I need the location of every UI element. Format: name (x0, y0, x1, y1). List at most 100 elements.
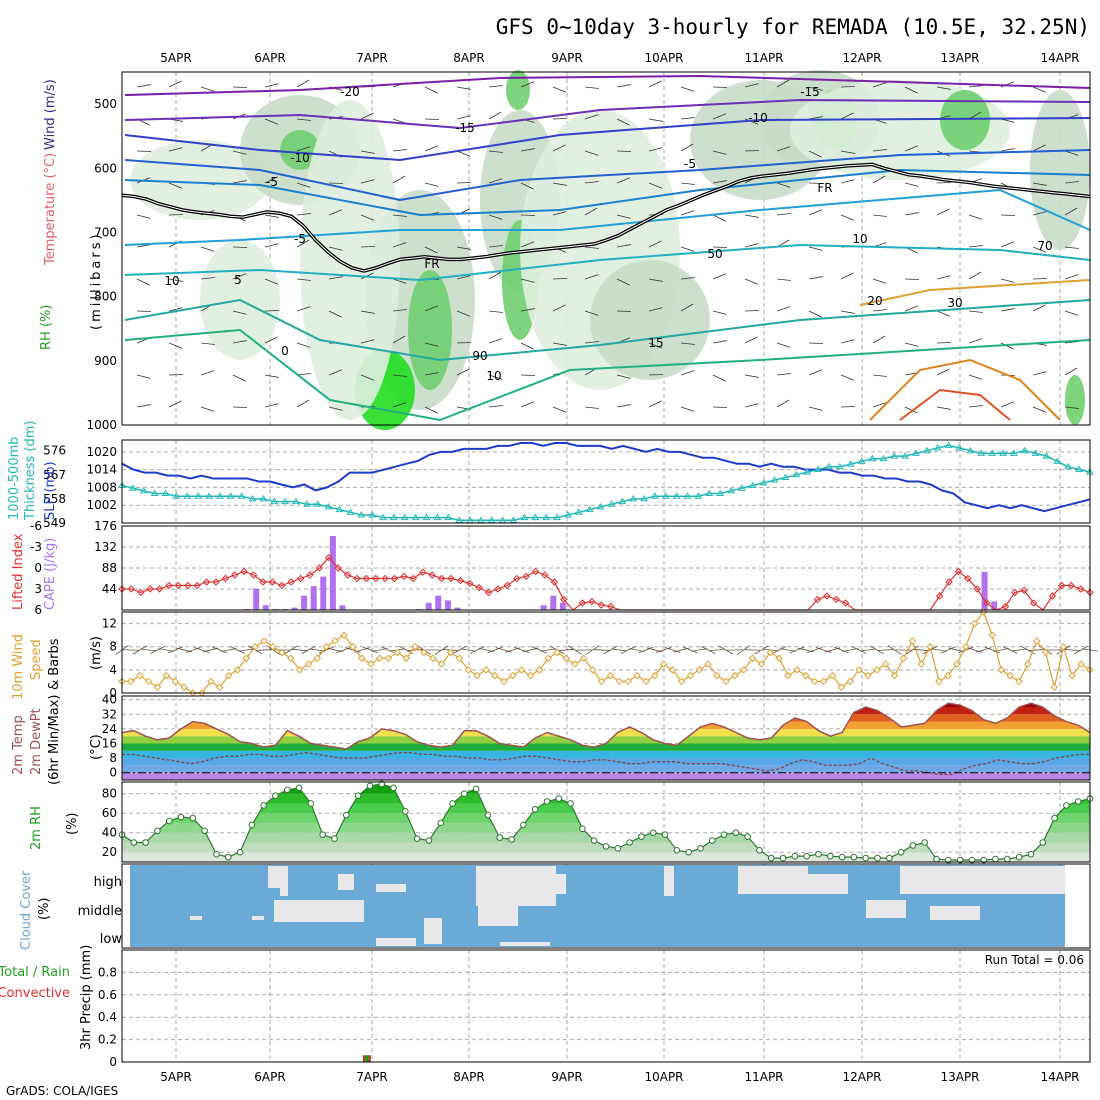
lifted-index-marker (409, 574, 418, 583)
contour-label: 15 (648, 336, 663, 350)
temp-ytick: 24 (102, 722, 117, 736)
isotherm-line (124, 74, 1091, 96)
wind10-barb (140, 648, 157, 652)
thickness-marker (259, 494, 268, 502)
rh-marker (177, 813, 185, 821)
wind-barb (808, 369, 823, 376)
wind10-marker (810, 677, 819, 686)
rh-marker (390, 784, 397, 792)
wind-barb (296, 118, 311, 121)
lifted-index-marker (447, 574, 455, 583)
rh-marker (921, 839, 929, 846)
wind-barb (424, 342, 439, 347)
slp-ytick-right: 1020 (86, 445, 117, 459)
wind-barb (456, 246, 471, 250)
lifted-index-marker (541, 571, 549, 579)
rh-marker (567, 800, 574, 807)
wind-barb (680, 210, 695, 216)
wind-barb (552, 144, 566, 152)
isotherm-line (899, 388, 1011, 421)
wind-barb (296, 239, 310, 248)
contour-label: 90 (472, 349, 487, 363)
rh-marker (272, 792, 279, 799)
lifted-index-marker (362, 574, 371, 583)
cape-bar (981, 571, 988, 610)
wind10-marker (748, 654, 757, 662)
panel-frame-cloud (121, 863, 1091, 949)
wind10-marker (864, 671, 872, 680)
thickness-marker (150, 489, 159, 497)
thickness-marker (509, 516, 518, 523)
contour-label: -5 (294, 232, 306, 246)
wind-barb (712, 310, 727, 315)
contour-label: 10 (486, 369, 501, 383)
wind-barb (264, 83, 279, 88)
wind-barb (744, 374, 759, 378)
wind10-marker (908, 637, 917, 645)
rh-marker (956, 856, 964, 864)
temp-ylabel-2: 2m DewPt (29, 708, 44, 775)
wind10-marker (961, 643, 970, 651)
thickness-marker (857, 457, 866, 464)
wind10-marker (446, 648, 455, 657)
rh-ytick: 40 (102, 826, 117, 840)
wind-barb (360, 339, 375, 344)
temp-ytick: 40 (102, 693, 117, 707)
wind10-marker (606, 671, 615, 680)
rh-marker (767, 854, 775, 862)
rh-marker (366, 782, 374, 790)
cloud-gap (500, 942, 550, 946)
wind10-marker (775, 654, 783, 662)
wind-barb (1064, 310, 1079, 316)
wind-barb (1064, 406, 1079, 409)
cloud-gap (478, 906, 518, 926)
wind10-barb (291, 648, 308, 652)
slp-ytick-right: 1002 (86, 498, 117, 512)
wind-barb (232, 150, 247, 155)
wind-barb (552, 182, 567, 186)
wind10-barb (887, 645, 902, 655)
wind10-barb (487, 646, 503, 654)
wind10-marker (455, 654, 464, 662)
thickness-marker (172, 492, 181, 499)
wind10-barb (603, 645, 618, 655)
lifted-index-marker (343, 571, 352, 579)
wind-barb (872, 309, 887, 312)
lifted-index-marker (456, 576, 465, 585)
wind-barb (840, 339, 855, 344)
cloud-gap (338, 874, 354, 890)
wind-barb (712, 113, 727, 120)
wind10-barb (754, 645, 769, 655)
wind10-barb (984, 646, 1000, 654)
wind-barb (392, 374, 407, 377)
wind-barb (808, 276, 823, 280)
thickness-marker (727, 486, 735, 494)
slp-ylabel-left2: Thickness (dm) (23, 421, 38, 521)
cloud-gap (808, 874, 848, 894)
wind10-marker (944, 671, 952, 680)
wind10-marker (571, 660, 579, 668)
wind-barb (872, 175, 886, 184)
wind-barb (776, 79, 790, 88)
cloud-gap (900, 866, 1065, 894)
thickness-marker (248, 494, 257, 502)
wind-barb (520, 81, 535, 88)
wind-barb (680, 342, 695, 345)
wind10-marker (846, 677, 854, 686)
wind10-marker (890, 671, 899, 680)
wind-barb (1000, 342, 1014, 350)
wind-barb (1032, 86, 1047, 93)
wind10-barb (238, 648, 255, 652)
wind-barb (488, 338, 503, 344)
upper-ylabel-rh: RH (%) (39, 305, 54, 350)
wind-barb (680, 182, 695, 185)
lifted-index-marker (832, 595, 840, 604)
lifted-index-marker (1048, 592, 1057, 600)
wind10-marker (766, 648, 775, 657)
date-label-top: 10APR (644, 51, 683, 65)
wind-barb (808, 86, 823, 91)
wind-barb (296, 373, 311, 376)
lifted-index-marker (945, 578, 953, 586)
rh-marker (685, 848, 692, 856)
wind10-marker (988, 631, 997, 639)
